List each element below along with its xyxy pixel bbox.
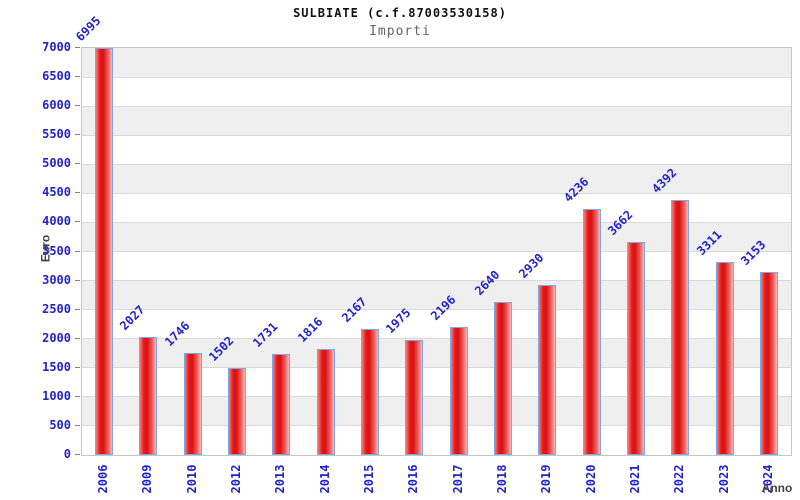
bar-2020 [582,209,601,455]
x-axis-tick-label-2016: 2016 [406,464,421,494]
gridline [82,221,791,223]
gridline [82,134,791,136]
bar-2014 [316,349,335,455]
bar-2019 [538,285,557,455]
y-axis-tick-label: 5000 [42,156,71,171]
y-axis-tick-label: 4500 [42,185,71,200]
bar-2023 [715,262,734,455]
y-axis-tick [75,250,80,252]
gridline [82,338,791,340]
gridline [82,367,791,369]
y-axis-tick [75,366,80,368]
x-axis-tick-label-2006: 2006 [96,464,111,494]
gridline [82,251,791,252]
y-axis-tick [75,76,80,78]
x-axis-tick-label-2021: 2021 [627,464,642,494]
gridline [82,105,791,107]
x-axis-tick-label-2013: 2013 [273,464,288,494]
y-axis-tick [75,308,80,310]
bar-2009 [139,337,158,455]
x-axis-tick-label-2019: 2019 [539,464,554,494]
gridline [82,280,791,282]
y-axis-tick [75,134,80,136]
plot-area: 6995 2027 1746 1502 1731 1816 2167 1975 2196 2640… [73,14,792,456]
gridline [82,192,791,194]
x-axis-tick-label-2022: 2022 [672,464,687,494]
plot-band [82,48,791,78]
x-axis-tick-label-2014: 2014 [317,464,332,494]
y-axis-tick-label: 1500 [42,359,71,374]
x-axis-tick-label-2012: 2012 [229,464,244,494]
gridline [82,309,791,311]
bar-2022 [671,200,690,455]
y-axis-tick [75,279,80,281]
bar-2021 [626,242,645,455]
plot-band [82,106,791,136]
gridline [82,76,791,78]
y-axis-tick [75,454,80,455]
y-axis-tick [75,192,80,194]
y-axis-tick-label: 2500 [42,301,71,316]
y-axis-title: Euro [38,234,53,263]
chart-subtitle: Importi [369,24,431,39]
plot-band [82,135,791,165]
gridline [82,425,791,427]
y-axis-tick-label: 3500 [42,243,71,258]
x-axis-tick-label-2023: 2023 [716,464,731,494]
bar-2012 [228,368,247,455]
y-axis-tick-label: 4000 [42,214,71,229]
y-axis-tick [75,337,80,339]
y-axis-tick-label: 3000 [42,272,71,287]
y-axis-tick-label: 5500 [42,127,71,142]
x-axis-tick-label-2010: 2010 [184,464,199,494]
y-axis-tick-label: 6500 [42,69,71,84]
y-axis-tick [75,424,80,426]
y-axis-tick [75,105,80,107]
bar-2016 [405,340,424,455]
bar-2015 [361,329,380,455]
y-axis-tick [75,47,80,48]
y-axis-tick-label: 6000 [42,98,71,113]
y-axis-tick [75,395,80,397]
y-axis-tick-label: 0 [63,447,71,461]
x-axis-tick-label-2009: 2009 [140,464,155,494]
gridline [82,163,791,165]
gridline [82,396,791,398]
x-axis-tick-label-2017: 2017 [450,464,465,494]
y-axis-tick-label: 500 [49,417,71,432]
y-axis-tick-label: 2000 [42,330,71,345]
y-axis-tick [75,221,80,223]
bar-2017 [449,327,468,455]
bar-2018 [493,302,512,455]
y-axis-tick-label: 7000 [42,40,71,54]
y-axis-tick [75,163,80,165]
x-axis-title: Anno [761,481,793,495]
bar-2013 [272,354,291,455]
plot-band [82,77,791,107]
bar-2024 [759,272,778,455]
bar-2010 [183,353,202,455]
x-axis-tick-label-2015: 2015 [362,464,377,494]
plot-band [82,164,791,194]
chart-title: SULBIATE (c.f.87003530158) [293,6,507,20]
x-axis-tick-label-2018: 2018 [494,464,509,494]
bar-2006 [95,48,114,455]
y-axis-tick-label: 1000 [42,388,71,403]
x-axis-tick-label-2020: 2020 [583,464,598,494]
